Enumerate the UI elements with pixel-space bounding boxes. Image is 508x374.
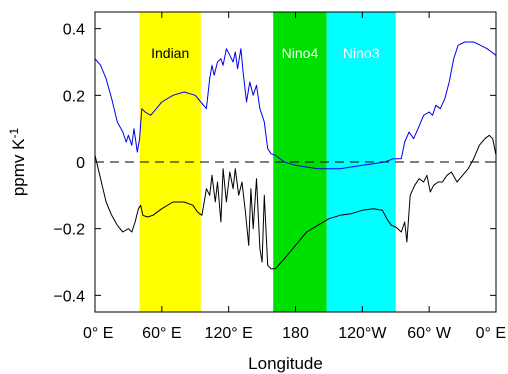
x-tick-label: 120°W — [338, 325, 387, 342]
series-line-2 — [94, 134, 497, 270]
x-tick-label: 60° W — [407, 325, 452, 342]
x-tick-label: 0° E — [83, 325, 113, 342]
region-label-indian: Indian — [151, 45, 189, 61]
series-lines — [94, 41, 497, 270]
y-axis-title-main: ppmv K — [9, 138, 28, 196]
y-tick-label: 0 — [76, 155, 85, 172]
y-tick-label: 0.2 — [63, 88, 85, 105]
x-tick-label: 0° E — [476, 325, 506, 342]
y-tick-label: −0.4 — [53, 288, 85, 305]
region-label-nino4: Nino4 — [282, 45, 319, 61]
series-line-1 — [94, 41, 497, 170]
y-axis-title-superscript: -1 — [7, 128, 21, 139]
region-labels: Indian Nino4 Nino3 — [151, 45, 380, 61]
y-tick-label: −0.2 — [53, 222, 85, 239]
x-tick-label: 60° E — [142, 325, 181, 342]
y-tick-label: 0.4 — [63, 22, 85, 39]
x-tick-label: 180 — [282, 325, 309, 342]
x-axis-title: Longitude — [248, 354, 323, 373]
region-label-nino3: Nino3 — [343, 45, 380, 61]
axis-ticks: 0° E 60° E 120° E 180 120°W 60° W 0° E 0.4 0.2 0 −… — [53, 12, 506, 342]
x-tick-label: 120° E — [205, 325, 253, 342]
y-axis-title: ppmv K-1 — [7, 128, 28, 197]
